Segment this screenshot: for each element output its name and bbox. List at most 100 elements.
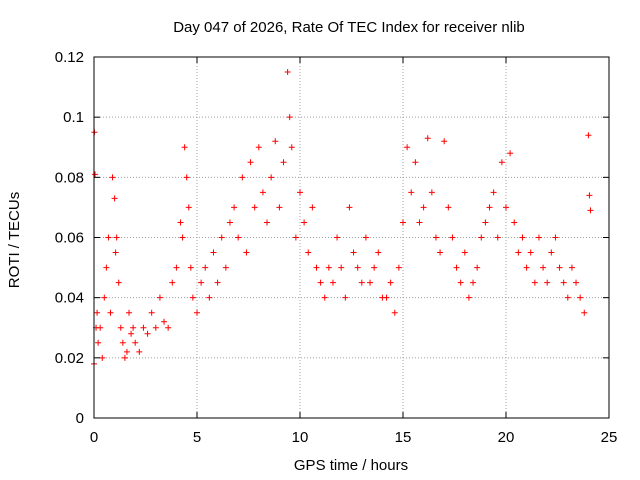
data-point bbox=[247, 159, 254, 166]
y-tick-label: 0.08 bbox=[55, 169, 84, 186]
data-point bbox=[387, 279, 394, 286]
data-point bbox=[478, 234, 485, 241]
data-point bbox=[272, 138, 279, 145]
data-point bbox=[354, 264, 361, 271]
data-point bbox=[523, 264, 530, 271]
data-point bbox=[367, 279, 374, 286]
data-point bbox=[309, 204, 316, 211]
data-point bbox=[544, 279, 551, 286]
data-point bbox=[515, 249, 522, 256]
data-point bbox=[404, 144, 411, 151]
plot-frame bbox=[93, 56, 610, 419]
data-point bbox=[284, 69, 291, 76]
data-point bbox=[276, 204, 283, 211]
axes: 0 5 10 15 20 25 0 0.02 0.04 0.06 0.08 0.1 0.12 bbox=[55, 49, 618, 446]
data-point bbox=[179, 234, 186, 241]
data-point bbox=[243, 249, 250, 256]
data-point bbox=[218, 234, 225, 241]
data-point bbox=[465, 294, 472, 301]
data-point bbox=[297, 189, 303, 196]
y-tick-label: 0.04 bbox=[55, 290, 84, 307]
data-point bbox=[152, 324, 159, 331]
data-point bbox=[313, 264, 320, 271]
data-point bbox=[358, 279, 365, 286]
y-axis-label: ROTI / TECUs bbox=[6, 192, 23, 288]
data-point bbox=[173, 264, 180, 271]
data-point bbox=[97, 324, 104, 331]
data-point bbox=[239, 174, 246, 181]
data-point bbox=[181, 144, 188, 151]
data-point bbox=[132, 339, 139, 346]
data-point bbox=[461, 249, 468, 256]
data-point bbox=[535, 234, 542, 241]
data-point bbox=[556, 264, 563, 271]
grid-lines bbox=[94, 57, 609, 418]
data-point bbox=[317, 279, 324, 286]
data-point bbox=[424, 135, 431, 142]
data-point bbox=[449, 234, 456, 241]
data-point bbox=[165, 324, 172, 331]
data-point bbox=[494, 234, 501, 241]
data-point bbox=[428, 189, 435, 196]
data-point bbox=[441, 138, 448, 145]
y-tick-label: 0.02 bbox=[55, 350, 84, 367]
data-point bbox=[395, 264, 402, 271]
data-point bbox=[156, 294, 163, 301]
x-tick-label: 0 bbox=[90, 429, 98, 446]
data-point bbox=[511, 219, 518, 226]
data-point bbox=[564, 294, 571, 301]
data-point bbox=[95, 339, 102, 346]
data-point bbox=[105, 234, 112, 241]
data-point bbox=[185, 204, 192, 211]
data-point bbox=[531, 279, 538, 286]
data-point bbox=[255, 144, 262, 151]
data-point bbox=[391, 309, 398, 316]
data-point bbox=[235, 234, 242, 241]
data-point bbox=[400, 219, 406, 226]
data-point bbox=[187, 264, 194, 271]
data-point bbox=[432, 234, 439, 241]
data-point bbox=[408, 189, 415, 196]
data-point bbox=[286, 114, 293, 121]
x-tick-label: 10 bbox=[292, 429, 309, 446]
data-point bbox=[103, 264, 110, 271]
data-point bbox=[560, 279, 567, 286]
data-point bbox=[210, 249, 217, 256]
data-point bbox=[329, 279, 336, 286]
data-point bbox=[346, 204, 353, 211]
data-point bbox=[420, 204, 427, 211]
data-point bbox=[371, 264, 378, 271]
data-point bbox=[581, 309, 588, 316]
data-point bbox=[375, 249, 382, 256]
data-point bbox=[498, 159, 505, 166]
data-point bbox=[198, 279, 205, 286]
data-point bbox=[301, 219, 308, 226]
data-point bbox=[305, 249, 312, 256]
data-point bbox=[548, 249, 555, 256]
data-point bbox=[117, 324, 124, 331]
data-point bbox=[470, 279, 477, 286]
x-tick-label: 15 bbox=[395, 429, 412, 446]
data-point bbox=[202, 264, 209, 271]
data-point bbox=[194, 309, 200, 316]
data-point bbox=[552, 234, 559, 241]
data-point bbox=[99, 354, 106, 361]
y-tick-label: 0.06 bbox=[55, 230, 84, 247]
data-point bbox=[350, 249, 357, 256]
data-point bbox=[321, 294, 328, 301]
data-point bbox=[121, 354, 128, 361]
data-point bbox=[486, 204, 493, 211]
data-point bbox=[111, 195, 118, 202]
data-point bbox=[586, 192, 593, 199]
data-point bbox=[101, 294, 108, 301]
data-point bbox=[115, 279, 122, 286]
data-point bbox=[94, 309, 101, 316]
data-point bbox=[519, 234, 526, 241]
data-point bbox=[268, 174, 275, 181]
data-point bbox=[540, 264, 547, 271]
data-point bbox=[140, 324, 147, 331]
data-point bbox=[568, 264, 575, 271]
data-point bbox=[126, 309, 133, 316]
data-point bbox=[119, 339, 126, 346]
data-point bbox=[113, 234, 120, 241]
